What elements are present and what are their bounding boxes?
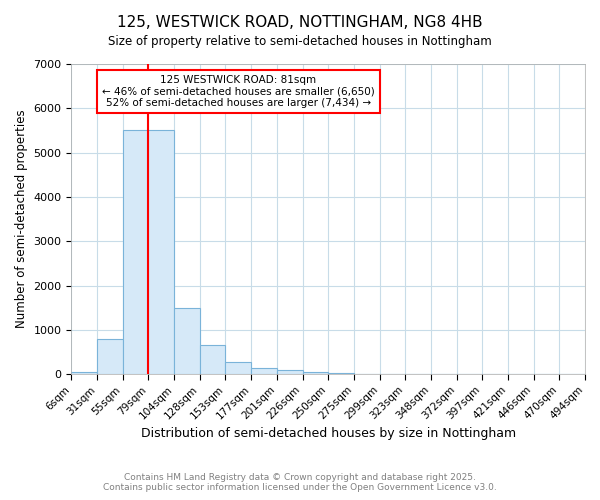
- Bar: [148, 130, 174, 374]
- Text: 125, WESTWICK ROAD, NOTTINGHAM, NG8 4HB: 125, WESTWICK ROAD, NOTTINGHAM, NG8 4HB: [117, 15, 483, 30]
- Bar: [200, 346, 226, 374]
- Bar: [277, 370, 302, 374]
- Bar: [71, 372, 97, 374]
- Bar: [328, 373, 354, 374]
- Y-axis label: Number of semi-detached properties: Number of semi-detached properties: [15, 110, 28, 328]
- Bar: [123, 130, 148, 374]
- Bar: [226, 362, 251, 374]
- Bar: [174, 308, 200, 374]
- Bar: [302, 372, 328, 374]
- Bar: [97, 338, 123, 374]
- Bar: [251, 368, 277, 374]
- Text: 125 WESTWICK ROAD: 81sqm
← 46% of semi-detached houses are smaller (6,650)
52% o: 125 WESTWICK ROAD: 81sqm ← 46% of semi-d…: [102, 75, 374, 108]
- Text: Size of property relative to semi-detached houses in Nottingham: Size of property relative to semi-detach…: [108, 35, 492, 48]
- Text: Contains HM Land Registry data © Crown copyright and database right 2025.
Contai: Contains HM Land Registry data © Crown c…: [103, 473, 497, 492]
- X-axis label: Distribution of semi-detached houses by size in Nottingham: Distribution of semi-detached houses by …: [140, 427, 516, 440]
